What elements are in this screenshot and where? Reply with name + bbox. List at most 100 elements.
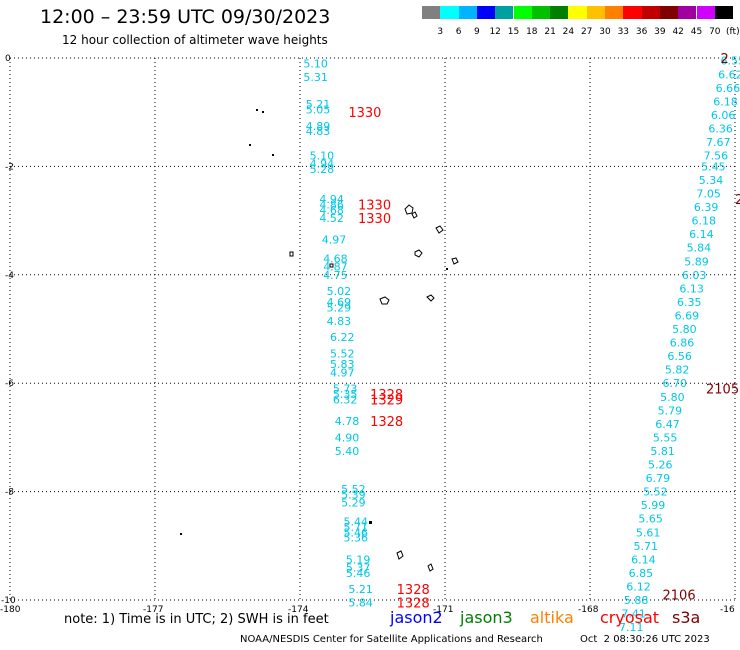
swh-label: 6.18 xyxy=(692,215,717,228)
colorbar-swatch xyxy=(623,6,642,19)
swh-label: 5.52 xyxy=(330,347,355,360)
swh-label: 7.05 xyxy=(696,188,721,201)
swh-label: 5.81 xyxy=(650,445,675,458)
swh-label: 5.40 xyxy=(335,445,360,458)
colorbar-label: 39 xyxy=(654,27,666,37)
swh-label: 6.55 xyxy=(721,55,740,68)
time-label: 1328 xyxy=(397,597,430,612)
swh-label: 5.80 xyxy=(660,391,685,404)
swh-label: 5.71 xyxy=(634,540,659,553)
created-timestamp: Oct 2 08:30:26 UTC 2023 xyxy=(580,634,710,645)
colorbar-swatch xyxy=(531,6,551,19)
swh-label: 5.73 xyxy=(333,383,358,396)
y-tick-label: -4 xyxy=(5,271,14,281)
swh-label: 5.45 xyxy=(701,160,726,173)
swh-label: 4.83 xyxy=(306,125,331,138)
time-label: 1328 xyxy=(397,583,430,598)
island-outline xyxy=(426,294,435,302)
x-tick-label: -171 xyxy=(433,605,453,615)
swh-label: 4.68 xyxy=(319,204,344,217)
island-outline xyxy=(329,263,334,268)
swh-label: 6.69 xyxy=(675,309,700,322)
swh-label: 5.83 xyxy=(330,358,355,371)
colorbar-swatch xyxy=(476,6,496,19)
colorbar-swatch xyxy=(550,6,569,19)
colorbar-label: 42 xyxy=(672,27,684,37)
island-outline xyxy=(289,251,294,257)
swh-label: 4.97 xyxy=(330,366,355,379)
swh-label: 4.86 xyxy=(319,198,344,211)
x-tick-label: -174 xyxy=(288,605,309,615)
time-label: 1328 xyxy=(370,388,403,403)
swh-label: 5.37 xyxy=(346,561,371,574)
swh-label: 6.79 xyxy=(646,472,671,485)
swh-label: 4.94 xyxy=(319,193,344,206)
colorbar-label: 24 xyxy=(562,27,575,37)
swh-label: 7.67 xyxy=(706,136,731,149)
colorbar-swatch xyxy=(641,6,660,19)
island-outline xyxy=(427,563,434,572)
swh-label: 6.39 xyxy=(694,201,719,214)
swh-label: 6.14 xyxy=(689,228,714,241)
swh-label: 6.03 xyxy=(682,269,707,282)
swh-label: 4.69 xyxy=(327,296,352,309)
island-outline xyxy=(180,533,182,535)
swh-label: 5.46 xyxy=(346,567,371,580)
swh-label: 5.55 xyxy=(653,431,678,444)
y-tick-label: -8 xyxy=(5,488,14,498)
island-outline xyxy=(256,109,258,111)
island-outline xyxy=(262,111,264,113)
island-outline xyxy=(404,204,414,215)
colorbar-label: 21 xyxy=(544,27,556,37)
swh-label: 5.29 xyxy=(327,301,352,314)
island-outline xyxy=(249,144,251,146)
swh-labels: 5.105.315.215.054.894.835.104.945.284.94… xyxy=(303,55,740,634)
swh-label: 6.06 xyxy=(711,109,736,122)
swh-label: 5.46 xyxy=(344,526,369,539)
swh-label: 5.29 xyxy=(341,496,366,509)
legend-altika: altika xyxy=(530,608,574,627)
swh-label: 5.99 xyxy=(641,499,666,512)
swh-label: 5.39 xyxy=(341,488,366,501)
swh-label: 4.52 xyxy=(319,212,344,225)
colorbar-swatch xyxy=(495,6,514,19)
island-outline xyxy=(451,257,459,265)
swh-label: 4.68 xyxy=(323,253,348,266)
swh-label: 5.26 xyxy=(648,459,673,472)
swh-label: 6.13 xyxy=(679,282,704,295)
swh-label: 6.85 xyxy=(629,567,654,580)
swh-label: 5.34 xyxy=(699,174,724,187)
swh-label: 6.22 xyxy=(330,331,355,344)
time-labels: 1330133013301328132913281328132821042105… xyxy=(348,52,740,612)
island-outline xyxy=(396,550,404,560)
map-grid xyxy=(9,57,736,601)
swh-label: 4.90 xyxy=(335,431,360,444)
swh-label: 5.28 xyxy=(310,163,335,176)
time-label: 2 xyxy=(721,52,729,67)
swh-label: 5.31 xyxy=(303,71,328,84)
swh-label: 6.66 xyxy=(716,82,740,95)
swh-label: 5.84 xyxy=(348,597,373,610)
swh-label: 6.18 xyxy=(713,95,738,108)
colorbar-label: 12 xyxy=(489,27,501,37)
swh-label: 5.61 xyxy=(636,526,661,539)
colorbar-label: 45 xyxy=(690,27,703,37)
swh-label: 5.21 xyxy=(306,98,331,111)
colorbar-swatch xyxy=(696,6,715,19)
colorbar-swatch xyxy=(714,6,734,19)
swh-label: 6.35 xyxy=(677,296,702,309)
colorbar-swatch xyxy=(586,6,605,19)
swh-label: 5.89 xyxy=(684,255,709,268)
colorbar-label: 30 xyxy=(599,27,611,37)
colorbar-label: 18 xyxy=(526,27,538,37)
colorbar-label: (ft) xyxy=(726,27,740,37)
colorbar-swatch xyxy=(422,6,441,19)
colorbar-swatch xyxy=(678,6,697,19)
swh-label: 6.86 xyxy=(670,337,695,350)
colorbar-label: 15 xyxy=(507,27,520,37)
time-label: 1330 xyxy=(358,198,391,213)
time-label: 1328 xyxy=(370,415,403,430)
colorbar-swatch xyxy=(659,6,679,19)
island-outline xyxy=(272,154,274,156)
